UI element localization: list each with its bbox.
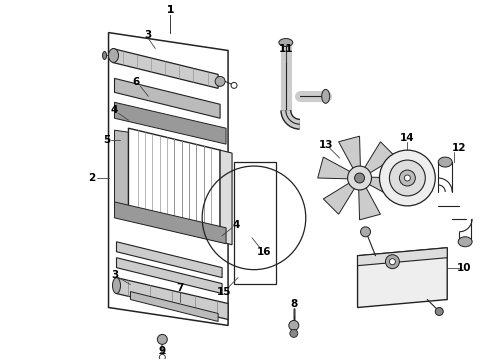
Text: 4: 4 — [232, 220, 240, 230]
Circle shape — [347, 166, 371, 190]
Polygon shape — [364, 142, 396, 174]
Polygon shape — [115, 78, 220, 118]
Polygon shape — [234, 162, 276, 284]
Polygon shape — [128, 128, 220, 242]
Ellipse shape — [102, 51, 106, 59]
Text: 7: 7 — [176, 283, 184, 293]
Polygon shape — [113, 49, 218, 88]
Circle shape — [399, 170, 416, 186]
Ellipse shape — [438, 157, 452, 167]
Circle shape — [390, 259, 395, 265]
Ellipse shape — [458, 237, 472, 247]
Text: 15: 15 — [217, 287, 231, 297]
Text: 2: 2 — [88, 173, 95, 183]
Circle shape — [386, 255, 399, 269]
Text: 6: 6 — [133, 77, 140, 87]
Polygon shape — [220, 150, 232, 245]
Polygon shape — [358, 248, 447, 307]
Circle shape — [159, 354, 165, 360]
Text: 16: 16 — [257, 247, 271, 257]
Polygon shape — [323, 182, 355, 214]
Text: 4: 4 — [111, 105, 118, 115]
Circle shape — [290, 329, 298, 337]
Polygon shape — [115, 202, 226, 244]
Text: 3: 3 — [111, 270, 118, 280]
Circle shape — [435, 307, 443, 315]
Polygon shape — [117, 258, 222, 293]
Polygon shape — [339, 136, 361, 170]
Polygon shape — [359, 186, 380, 220]
Text: 1: 1 — [167, 5, 174, 15]
Text: 12: 12 — [452, 143, 466, 153]
Text: 8: 8 — [290, 298, 297, 309]
Circle shape — [289, 320, 299, 330]
Text: 13: 13 — [318, 140, 333, 150]
Circle shape — [215, 76, 225, 86]
Text: 14: 14 — [400, 133, 415, 143]
Text: 10: 10 — [457, 263, 471, 273]
Text: 3: 3 — [145, 30, 152, 40]
Text: 5: 5 — [103, 135, 110, 145]
Polygon shape — [115, 130, 128, 208]
Circle shape — [390, 160, 425, 196]
Ellipse shape — [113, 278, 121, 293]
Ellipse shape — [108, 49, 119, 62]
Circle shape — [404, 175, 410, 181]
Polygon shape — [130, 292, 218, 321]
Polygon shape — [117, 242, 222, 278]
Text: 11: 11 — [279, 44, 293, 54]
Ellipse shape — [279, 39, 293, 46]
Text: 9: 9 — [159, 346, 166, 356]
Polygon shape — [115, 102, 226, 144]
Polygon shape — [318, 157, 351, 179]
Circle shape — [379, 150, 435, 206]
Polygon shape — [117, 278, 228, 319]
Circle shape — [361, 227, 370, 237]
Polygon shape — [358, 248, 447, 266]
Circle shape — [231, 82, 237, 88]
Circle shape — [355, 173, 365, 183]
Text: 1: 1 — [167, 5, 174, 15]
Polygon shape — [108, 32, 228, 325]
Polygon shape — [368, 177, 401, 199]
Circle shape — [157, 334, 167, 345]
Ellipse shape — [322, 89, 330, 103]
